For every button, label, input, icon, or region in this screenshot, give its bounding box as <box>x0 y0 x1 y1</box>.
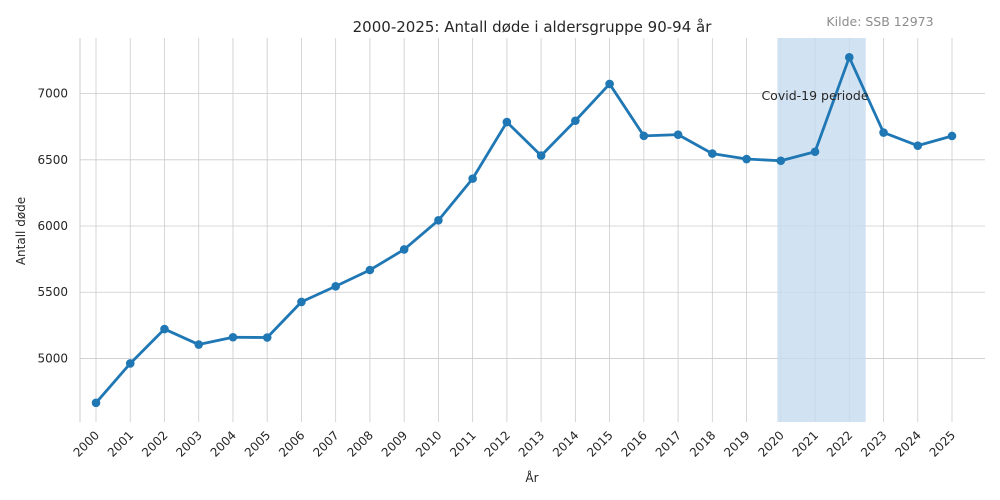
data-point <box>605 79 614 89</box>
data-point <box>399 245 409 254</box>
data-point <box>742 154 751 164</box>
data-point <box>125 359 135 368</box>
chart-title: 2000-2025: Antall døde i aldersgruppe 90… <box>353 18 713 36</box>
data-point <box>365 265 375 275</box>
y-tick-label: 5500 <box>37 285 68 299</box>
data-point <box>297 297 306 307</box>
x-tick-label: 2015 <box>584 428 615 459</box>
x-tick-label: 2018 <box>687 428 718 459</box>
y-axis-label: Antall døde <box>14 197 28 265</box>
series-line <box>91 53 957 408</box>
data-point <box>160 324 169 334</box>
x-tick-label: 2019 <box>721 428 752 459</box>
x-tick-label: 2024 <box>892 428 923 459</box>
data-point <box>434 216 443 225</box>
x-tick-label: 2025 <box>927 428 958 459</box>
data-point <box>468 174 477 183</box>
x-tick-label: 2012 <box>482 428 513 459</box>
data-point <box>844 53 854 62</box>
data-line <box>94 55 954 405</box>
x-tick-label: 2009 <box>379 428 410 459</box>
y-tick-label: 6000 <box>37 219 68 233</box>
source-note: Kilde: SSB 12973 <box>826 14 933 29</box>
x-tick-label: 2023 <box>858 428 889 459</box>
data-point <box>776 156 786 166</box>
covid-highlight <box>777 38 866 422</box>
y-tick-label: 5000 <box>37 351 68 365</box>
data-point <box>194 340 204 349</box>
x-tick-label: 2007 <box>310 428 341 459</box>
data-point <box>571 116 580 126</box>
data-point <box>331 281 340 291</box>
x-tick-label: 2006 <box>276 428 307 459</box>
data-point <box>639 131 649 141</box>
data-point <box>91 398 101 408</box>
x-tick-label: 2010 <box>413 428 444 459</box>
x-tick-label: 2008 <box>345 428 376 459</box>
x-tick-label: 2004 <box>208 428 239 459</box>
x-axis-label: År <box>525 470 538 485</box>
data-point <box>913 141 923 150</box>
x-tick-label: 2005 <box>242 428 273 459</box>
x-tick-label: 2002 <box>139 428 170 459</box>
x-tick-label: 2022 <box>824 428 855 459</box>
x-tick-label: 2001 <box>105 428 136 459</box>
x-tick-label: 2014 <box>550 428 581 459</box>
x-tick-label: 2000 <box>71 428 102 459</box>
data-point <box>673 130 683 139</box>
x-tick-label: 2013 <box>516 428 547 459</box>
data-point <box>536 151 546 160</box>
x-tick-label: 2021 <box>790 428 821 459</box>
x-tick-label: 2020 <box>755 428 786 459</box>
covid-annotation: Covid-19 periode <box>761 88 868 103</box>
data-point <box>228 332 238 342</box>
y-tick-label: 7000 <box>37 87 68 101</box>
data-point <box>502 117 512 127</box>
x-tick-label: 2017 <box>653 428 684 459</box>
y-tick-label: 6500 <box>37 153 68 167</box>
data-point <box>947 131 957 141</box>
x-tick-label: 2011 <box>447 428 478 459</box>
data-point <box>708 149 717 158</box>
x-tick-label: 2016 <box>618 428 649 459</box>
data-point <box>810 147 820 157</box>
labels: 2000-2025: Antall døde i aldersgruppe 90… <box>14 14 934 485</box>
data-point <box>262 333 272 342</box>
covid-span <box>777 38 866 422</box>
x-tick-label: 2003 <box>173 428 204 459</box>
data-point <box>879 128 888 137</box>
